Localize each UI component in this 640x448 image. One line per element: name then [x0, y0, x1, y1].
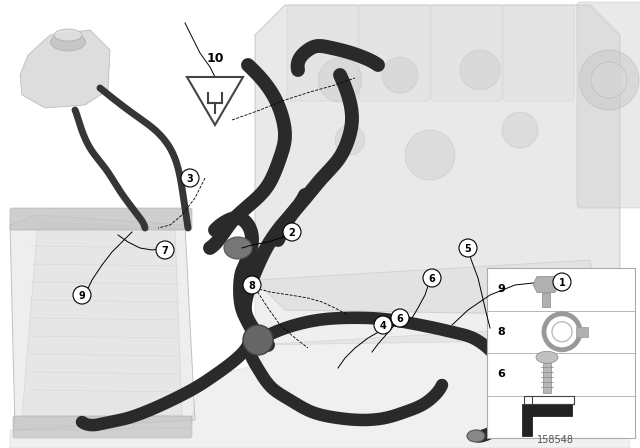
Circle shape [382, 57, 418, 93]
Circle shape [591, 62, 627, 98]
Bar [543, 363, 551, 393]
FancyBboxPatch shape [287, 5, 358, 101]
Text: 4: 4 [380, 320, 387, 331]
FancyBboxPatch shape [487, 268, 635, 438]
Bar [542, 293, 550, 306]
Text: 158548: 158548 [536, 435, 573, 445]
FancyBboxPatch shape [13, 416, 192, 438]
Text: 2: 2 [289, 228, 296, 237]
Polygon shape [522, 404, 572, 436]
Circle shape [335, 125, 365, 155]
Polygon shape [187, 77, 243, 125]
Polygon shape [255, 260, 600, 345]
Text: 8: 8 [248, 280, 255, 290]
Polygon shape [22, 222, 182, 418]
Circle shape [459, 239, 477, 257]
Polygon shape [524, 396, 574, 404]
Circle shape [423, 269, 441, 287]
Text: 3: 3 [187, 173, 193, 184]
Polygon shape [533, 276, 559, 293]
FancyBboxPatch shape [431, 5, 502, 101]
Circle shape [156, 241, 174, 259]
Text: 6: 6 [497, 369, 505, 379]
Circle shape [405, 130, 455, 180]
Circle shape [243, 325, 273, 355]
Text: 1: 1 [559, 277, 565, 288]
Circle shape [391, 309, 409, 327]
Circle shape [579, 50, 639, 110]
Text: 9: 9 [497, 284, 505, 294]
Polygon shape [20, 30, 110, 108]
Circle shape [460, 50, 500, 90]
FancyBboxPatch shape [577, 2, 640, 208]
Circle shape [283, 223, 301, 241]
Text: 10: 10 [206, 52, 224, 65]
Text: 8: 8 [497, 327, 505, 337]
Text: 6: 6 [397, 314, 403, 323]
Ellipse shape [536, 351, 558, 363]
Circle shape [502, 112, 538, 148]
Polygon shape [10, 325, 630, 448]
Text: 6: 6 [429, 273, 435, 284]
Polygon shape [255, 5, 620, 315]
FancyBboxPatch shape [359, 5, 430, 101]
FancyBboxPatch shape [503, 5, 574, 101]
Circle shape [544, 314, 580, 350]
Bar [576, 327, 588, 337]
Circle shape [73, 286, 91, 304]
Ellipse shape [224, 237, 252, 259]
Text: 5: 5 [465, 244, 472, 254]
Circle shape [181, 169, 199, 187]
Circle shape [318, 58, 362, 102]
Text: 9: 9 [79, 290, 85, 301]
Text: 7: 7 [162, 246, 168, 255]
Circle shape [374, 316, 392, 334]
Circle shape [243, 276, 261, 294]
Circle shape [553, 273, 571, 291]
Ellipse shape [51, 33, 86, 51]
Circle shape [552, 322, 572, 342]
Polygon shape [10, 215, 195, 430]
Ellipse shape [54, 29, 82, 41]
FancyBboxPatch shape [10, 208, 192, 230]
Ellipse shape [467, 430, 485, 442]
